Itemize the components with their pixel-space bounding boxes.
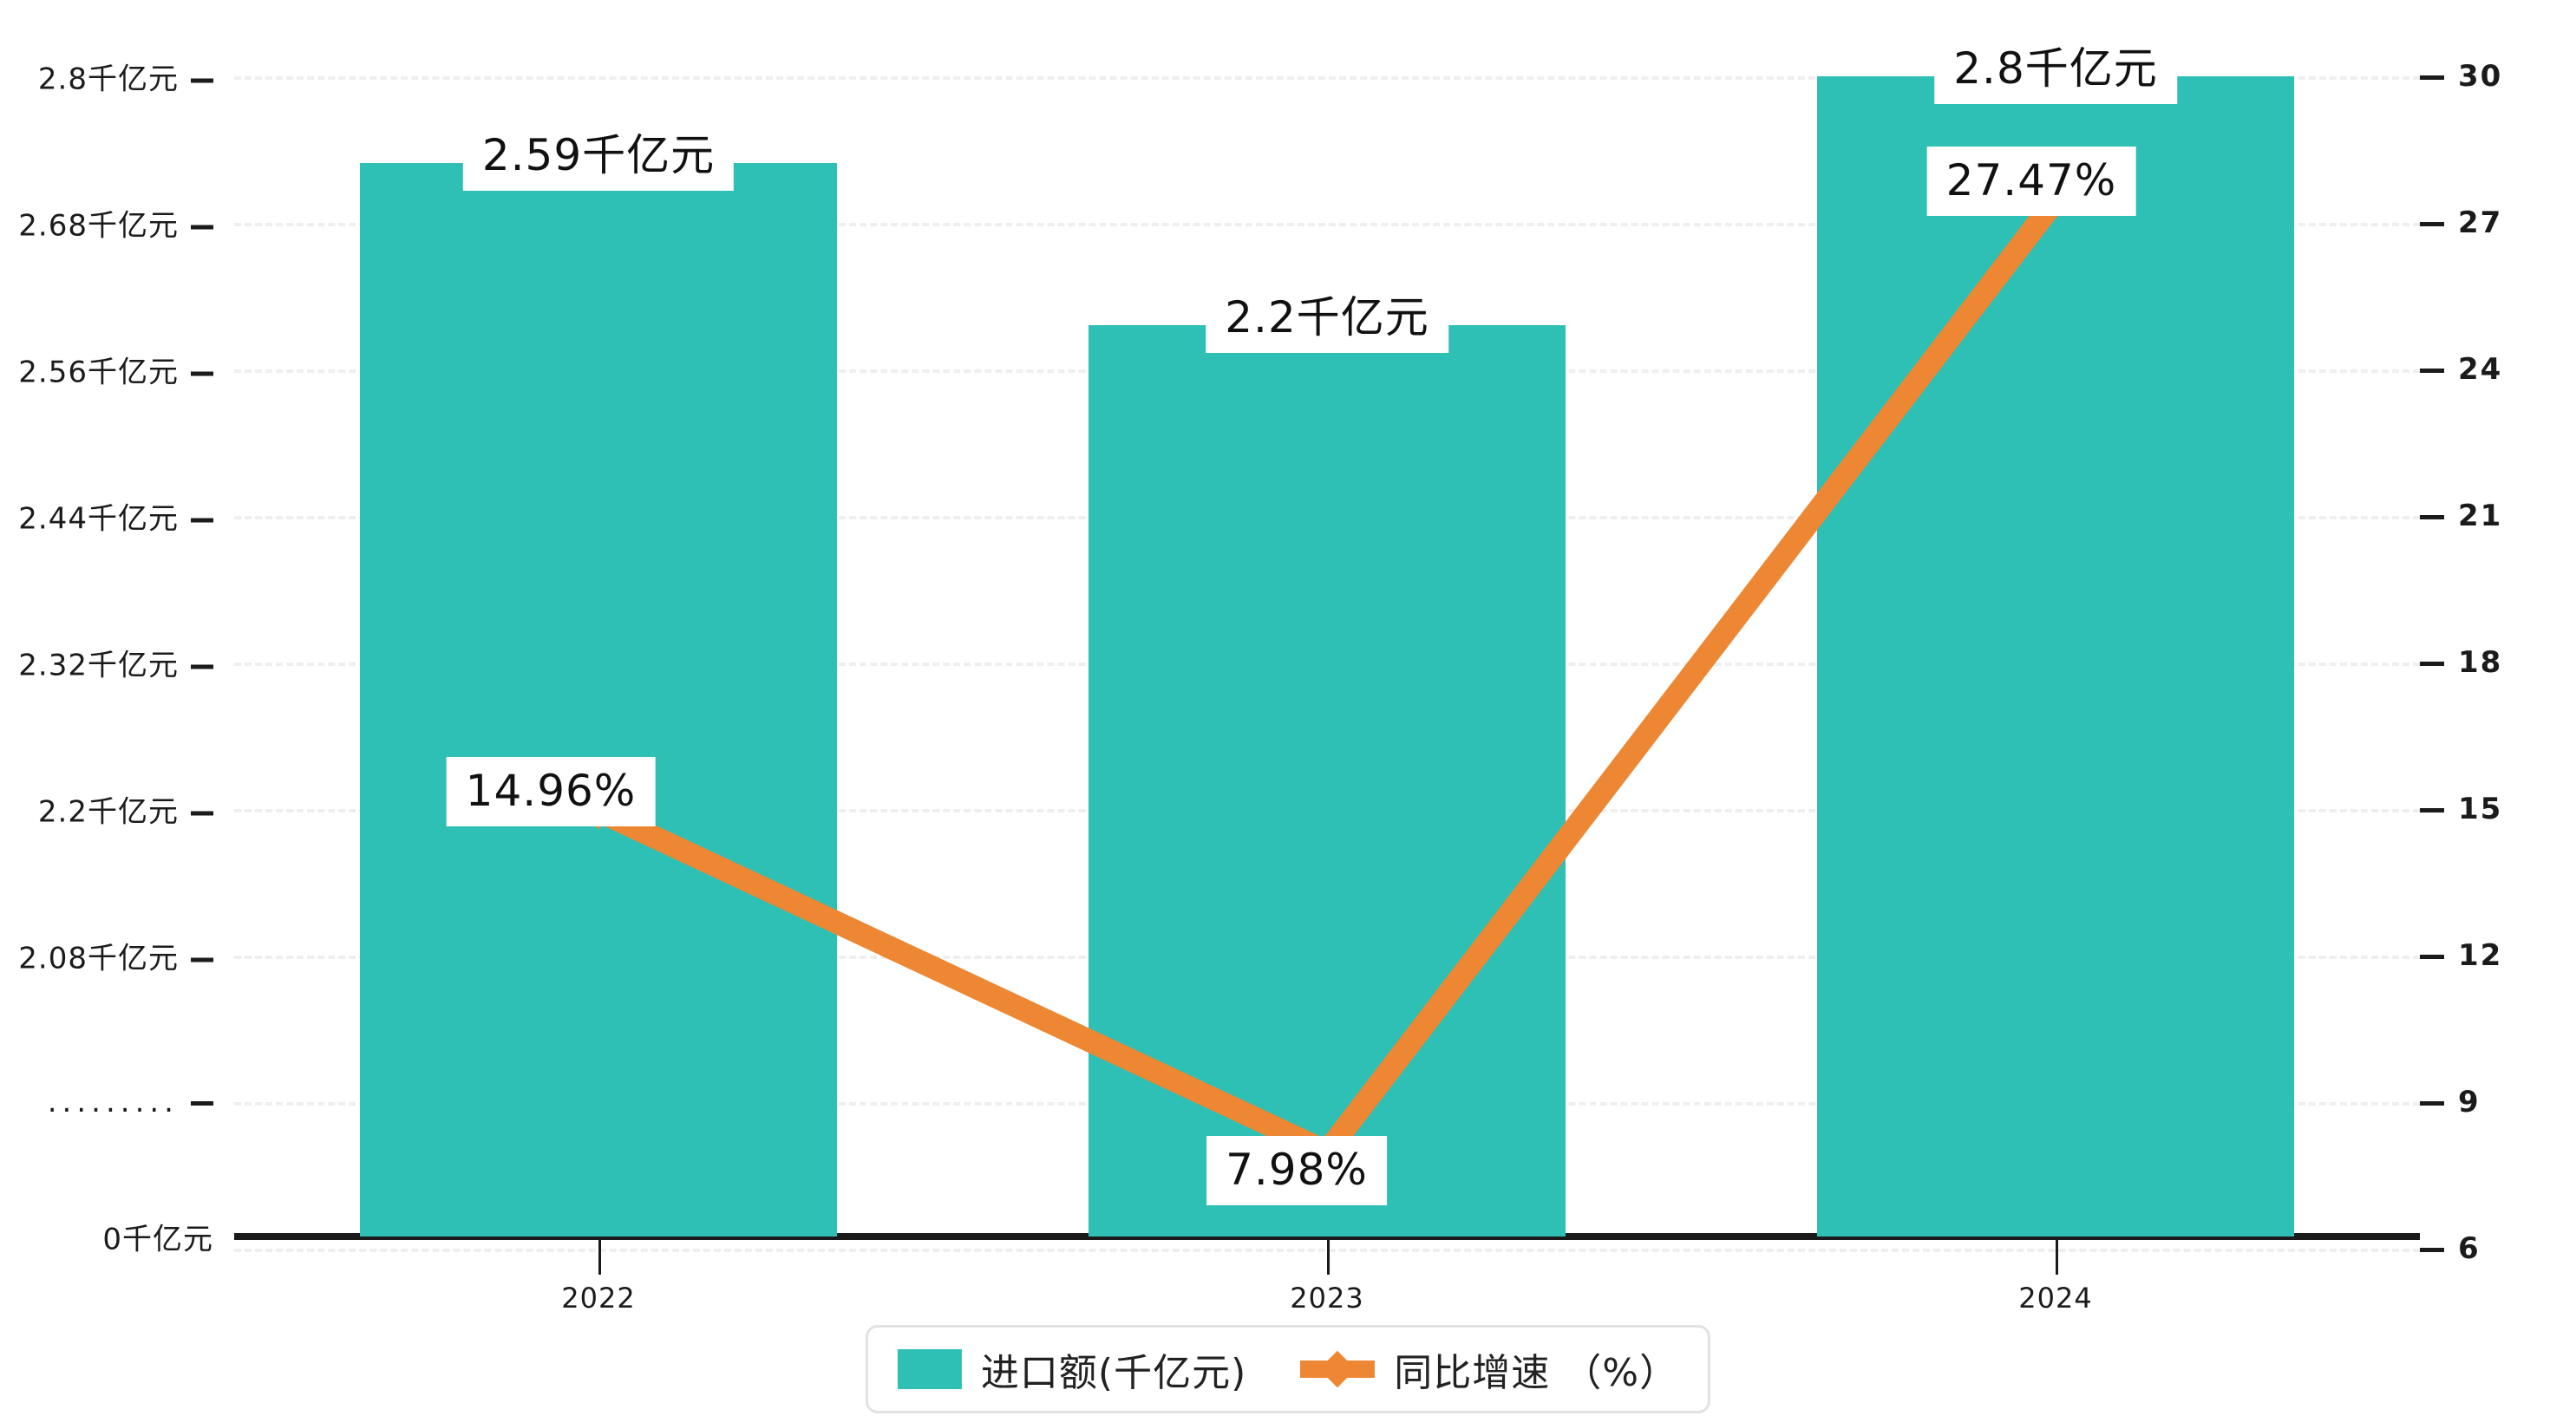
y-axis-left-tick: 0千亿元 [102,1216,213,1258]
y-axis-right-tick: 30 [2420,59,2502,94]
legend-item-import-amount[interactable]: 进口额(千亿元) [897,1341,1247,1397]
y-axis-right-tick: 9 [2420,1085,2481,1119]
y-axis-left-tick-label: 0千亿元 [102,1222,213,1257]
y-axis-right-tick-label: 21 [2458,499,2503,533]
bar[interactable] [1089,324,1566,1237]
bar-data-label: 2.8千亿元 [1934,35,2177,104]
tick-mark-icon [191,518,213,523]
y-axis-left-tick-label: 2.32千亿元 [18,648,179,683]
tick-mark-icon [191,225,213,230]
tick-mark-icon [2420,222,2444,226]
y-axis-left-tick: 2.68千亿元 [18,202,213,245]
y-axis-right-tick: 24 [2420,352,2502,387]
y-axis-left-tick: ......... [48,1085,213,1119]
tick-mark-icon [2420,955,2444,959]
gridline [234,76,2420,80]
legend-item-growth-rate[interactable]: 同比增速 （%） [1300,1341,1678,1397]
y-axis-left-tick: 2.08千亿元 [18,935,213,977]
y-axis-right-tick-label: 9 [2458,1085,2481,1119]
y-axis-right-tick-label: 18 [2458,645,2503,680]
y-axis-left-tick-label: 2.08千亿元 [18,941,179,976]
bar[interactable] [1817,76,2294,1237]
y-axis-right-tick-label: 27 [2458,206,2503,240]
y-axis-right-tick: 18 [2420,645,2502,680]
y-axis-left-tick-label: 2.2千亿元 [37,794,179,830]
y-axis-left-tick-label: 2.8千亿元 [37,62,179,97]
y-axis-right-tick: 12 [2420,938,2502,973]
tick-mark-icon [191,664,213,669]
y-axis-left-tick-label: 2.68千亿元 [18,208,179,244]
y-axis-left-tick: 2.44千亿元 [18,495,213,538]
y-axis-right-tick: 21 [2420,499,2502,533]
bar-data-label: 2.2千亿元 [1206,283,1448,353]
y-axis-right-tick-label: 30 [2458,59,2503,94]
x-axis-tick-mark [1327,1240,1330,1275]
y-axis-right-tick: 15 [2420,792,2502,826]
legend: 进口额(千亿元) 同比增速 （%） [865,1325,1711,1413]
tick-mark-icon [191,78,213,83]
y-axis-left-tick: 2.56千亿元 [18,349,213,391]
bar-swatch-icon [897,1349,962,1389]
x-axis-tick-label: 2024 [2018,1282,2093,1315]
y-axis-right-tick: 6 [2420,1231,2481,1266]
tick-mark-icon [2420,1248,2444,1252]
line-data-label: 14.96% [446,757,656,827]
legend-label-import-amount: 进口额(千亿元) [980,1351,1247,1395]
y-axis-right-tick-label: 15 [2458,792,2503,826]
y-axis-left-tick: 2.8千亿元 [38,55,213,98]
tick-mark-icon [2420,369,2444,373]
tick-mark-icon [191,957,213,962]
line-data-label: 7.98% [1206,1136,1387,1206]
tick-mark-icon [2420,75,2444,80]
y-axis-left-tick: 2.32千亿元 [18,642,213,684]
line-swatch-icon [1300,1349,1376,1389]
y-axis-right-tick-label: 12 [2458,938,2503,973]
x-axis-tick-label: 2022 [561,1282,636,1315]
tick-mark-icon [2420,662,2444,666]
legend-label-growth-rate: 同比增速 （%） [1394,1351,1679,1395]
y-axis-left-tick: 2.2千亿元 [38,788,213,831]
tick-mark-icon [191,371,213,376]
tick-mark-icon [191,811,213,816]
y-axis-right-tick: 27 [2420,206,2502,240]
x-axis-tick-mark [2056,1240,2058,1275]
x-axis-baseline [234,1233,2420,1240]
bar-data-label: 2.59千亿元 [462,121,735,192]
bar[interactable] [360,163,837,1237]
y-axis-left-tick-label: 2.56千亿元 [18,355,179,390]
y-axis-left-tick-label: ......... [47,1085,179,1119]
tick-mark-icon [2420,515,2444,519]
tick-mark-icon [2420,1101,2444,1106]
y-axis-right-tick-label: 6 [2458,1231,2481,1266]
x-axis-tick-label: 2023 [1290,1282,1364,1315]
tick-mark-icon [191,1101,213,1106]
y-axis-right-tick-label: 24 [2458,352,2503,387]
x-axis-tick-mark [598,1240,601,1275]
line-data-label: 27.47% [1926,146,2136,216]
tick-mark-icon [2420,808,2444,812]
y-axis-left-tick-label: 2.44千亿元 [18,501,179,537]
